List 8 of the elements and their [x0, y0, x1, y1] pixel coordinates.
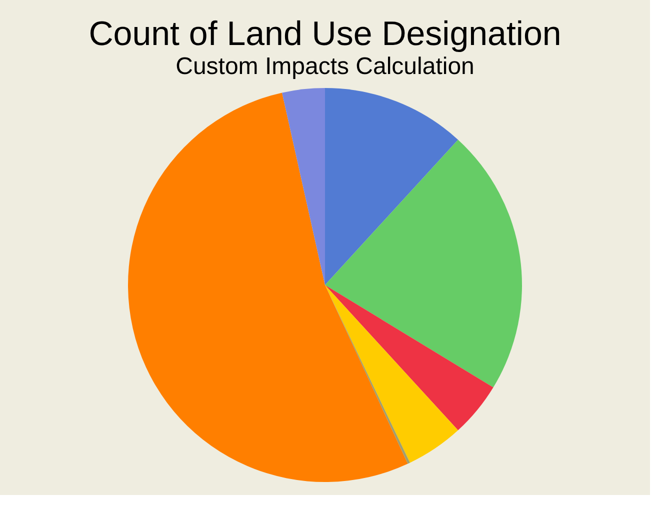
pie-slice [128, 92, 408, 482]
pie-slice [325, 285, 494, 430]
pie-slice [282, 88, 325, 285]
pie-slice [325, 285, 458, 463]
pie-slice [325, 140, 522, 388]
chart-subtitle: Custom Impacts Calculation [176, 53, 474, 80]
pie-slice [325, 88, 458, 285]
chart-title: Count of Land Use Designation [88, 15, 562, 53]
